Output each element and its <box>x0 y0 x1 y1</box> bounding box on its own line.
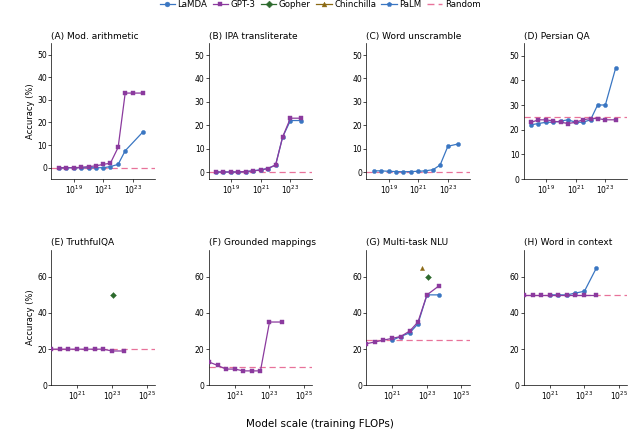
Text: (F) Grounded mappings: (F) Grounded mappings <box>209 239 316 248</box>
Legend: LaMDA, GPT-3, Gopher, Chinchilla, PaLM, Random: LaMDA, GPT-3, Gopher, Chinchilla, PaLM, … <box>159 0 481 9</box>
Text: (A) Mod. arithmetic: (A) Mod. arithmetic <box>51 32 139 41</box>
Text: (H) Word in context: (H) Word in context <box>524 239 612 248</box>
Text: Model scale (training FLOPs): Model scale (training FLOPs) <box>246 419 394 429</box>
Text: (C) Word unscramble: (C) Word unscramble <box>366 32 461 41</box>
Text: (D) Persian QA: (D) Persian QA <box>524 32 589 41</box>
Y-axis label: Accuracy (%): Accuracy (%) <box>26 84 35 139</box>
Text: (B) IPA transliterate: (B) IPA transliterate <box>209 32 298 41</box>
Y-axis label: Accuracy (%): Accuracy (%) <box>26 290 35 345</box>
Text: (E) TruthfulQA: (E) TruthfulQA <box>51 239 115 248</box>
Text: (G) Multi-task NLU: (G) Multi-task NLU <box>366 239 448 248</box>
